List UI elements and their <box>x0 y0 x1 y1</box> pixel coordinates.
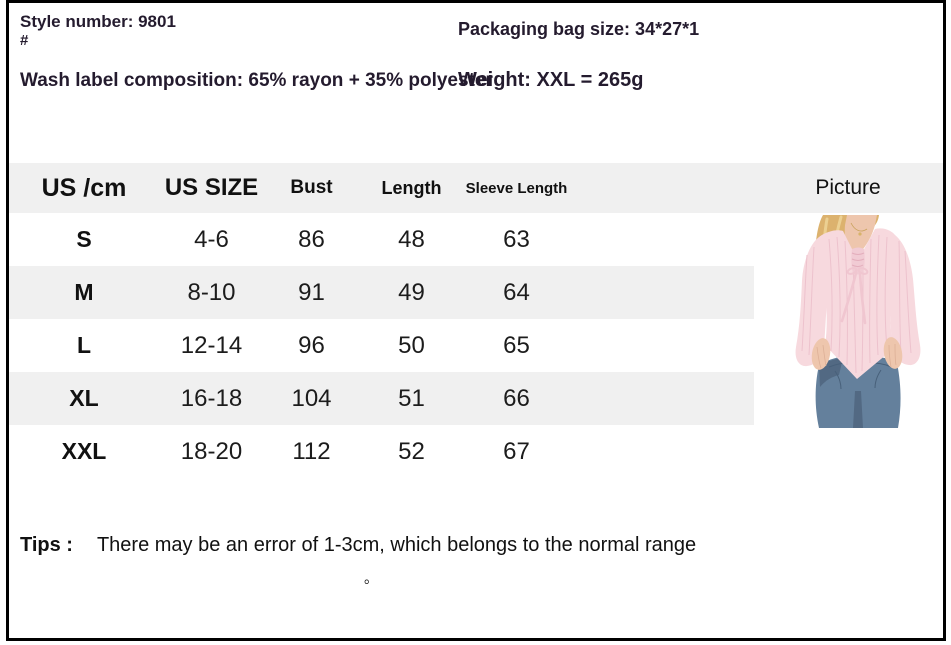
necklace-pendant <box>858 232 862 236</box>
us-size-cell: 12-14 <box>180 331 243 359</box>
table-row-l: L 12-14 96 50 65 <box>9 319 754 372</box>
bust-cell: 104 <box>291 384 332 412</box>
packaging-bag-size-text: Packaging bag size: 34*27*1 <box>458 19 700 39</box>
size-cell: XXL <box>61 438 107 464</box>
bust-cell: 86 <box>298 225 325 253</box>
right-hand <box>883 337 903 369</box>
size-table-header: US /cm US SIZE Bust Length Sleeve Length… <box>9 163 943 213</box>
us-size-cell: 4-6 <box>194 225 229 253</box>
tips-label: Tips : <box>20 534 73 556</box>
size-cell: L <box>76 332 92 358</box>
tips-line: Tips : There may be an error of 1-3cm, wh… <box>20 534 696 557</box>
length-cell: 51 <box>398 384 425 412</box>
sleeve-cell: 67 <box>503 437 530 465</box>
length-cell: 50 <box>398 331 425 359</box>
drawstring <box>840 267 869 325</box>
us-size-cell: 18-20 <box>180 437 243 465</box>
sleeve-cell: 63 <box>503 225 530 253</box>
sleeve-cell: 66 <box>503 384 530 412</box>
necklace-chain <box>850 222 868 232</box>
table-row-m: M 8-10 91 49 64 <box>9 266 754 319</box>
column-header-sleeve-length: Sleeve Length <box>465 179 568 197</box>
column-header-picture: Picture <box>815 176 881 199</box>
column-header-bust: Bust <box>290 177 333 198</box>
ruche-lines <box>851 252 865 267</box>
size-cell: S <box>76 226 92 252</box>
size-cell: XL <box>69 385 99 411</box>
us-size-cell: 16-18 <box>180 384 243 412</box>
column-header-us-size: US SIZE <box>164 174 259 201</box>
table-row-xxl: XXL 18-20 112 52 67 <box>9 425 754 478</box>
table-row-s: S 4-6 86 48 63 <box>9 213 754 266</box>
column-header-length: Length <box>381 177 442 198</box>
right-sleeve <box>888 235 921 366</box>
table-row-xl: XL 16-18 104 51 66 <box>9 372 754 425</box>
bust-cell: 112 <box>292 437 331 465</box>
jeans-shadow <box>819 358 863 428</box>
size-cell: M <box>74 279 94 305</box>
wash-label-text: Wash label composition: 65% rayon + 35% … <box>20 70 493 91</box>
tips-text: There may be an error of 1-3cm, which be… <box>96 534 697 556</box>
tips-trailing-mark: 。 <box>364 570 378 586</box>
bust-cell: 96 <box>298 331 325 359</box>
style-number-text: Style number: 9801 <box>20 12 176 31</box>
length-cell: 48 <box>398 225 425 253</box>
finger-lines <box>816 343 897 369</box>
hash-line-text: # <box>20 32 29 49</box>
length-cell: 52 <box>398 437 425 465</box>
sleeve-cell: 65 <box>503 331 530 359</box>
us-size-cell: 8-10 <box>187 278 236 306</box>
column-header-us-cm: US /cm <box>41 173 127 202</box>
bust-cell: 91 <box>298 278 325 306</box>
weight-text: Weight: XXL = 265g <box>458 69 644 91</box>
length-cell: 49 <box>398 278 425 306</box>
product-photo <box>795 215 921 428</box>
sleeve-cell: 64 <box>503 278 530 306</box>
